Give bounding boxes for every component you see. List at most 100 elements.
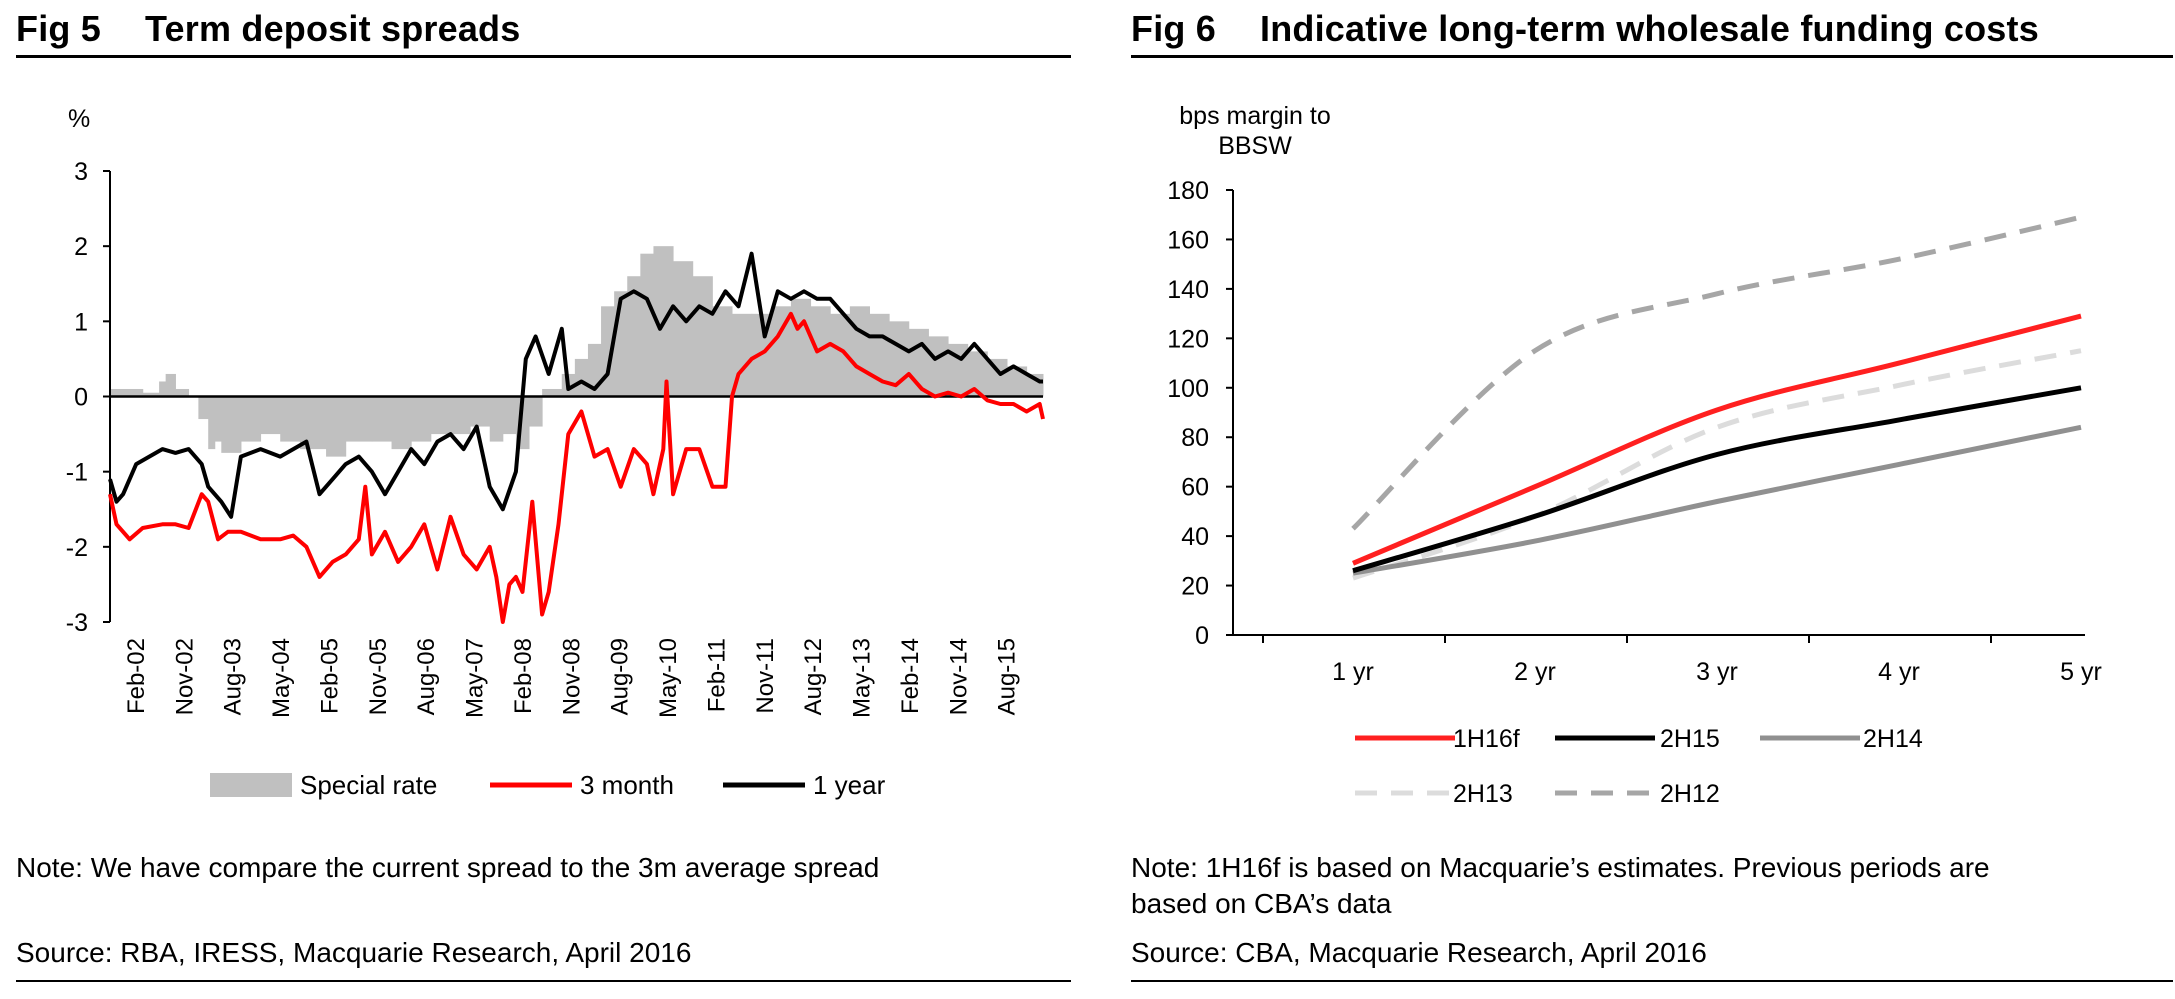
- fig5-special-rate-bar: [1006, 366, 1028, 397]
- fig5-special-rate-bar: [175, 388, 190, 397]
- fig5-series-3-month: [108, 311, 1045, 624]
- fig5-x-tick-label: Feb-02: [123, 638, 150, 714]
- fig6-series-1h16f: [1352, 313, 2082, 566]
- fig5-special-rate-bar: [110, 388, 144, 397]
- fig5-bottom-rule: [16, 980, 1071, 982]
- fig5-x-tick-label: Aug-06: [413, 638, 440, 715]
- fig5-y-tick-label: -2: [66, 534, 88, 562]
- fig5-x-tick-label: Feb-08: [510, 638, 537, 714]
- fig5-special-rate-bar: [299, 396, 314, 450]
- fig5-x-tick-label: May-10: [655, 638, 682, 718]
- fig6-x-tick-label: 4 yr: [1878, 658, 1920, 686]
- fig5-title: Fig 5 Term deposit spreads: [16, 8, 520, 50]
- fig5-panel: Fig 5 Term deposit spreads % 3 2 1 0 -1 -2 -3 Feb…: [0, 0, 1085, 999]
- fig6-y-tick-label: 80: [1181, 424, 1209, 452]
- fig6-title-text: Indicative long-term wholesale funding c…: [1260, 8, 2039, 49]
- fig6-panel: Fig 6 Indicative long-term wholesale fund…: [1115, 0, 2175, 999]
- fig6-y-tick-label: 160: [1167, 226, 1209, 254]
- fig5-note: Note: We have compare the current spread…: [16, 852, 880, 883]
- fig5-x-tick-label: Feb-14: [897, 638, 924, 714]
- fig5-special-rate-bars: [110, 246, 1044, 457]
- fig5-x-tick-label: Nov-02: [171, 638, 198, 715]
- fig5-special-rate-bar: [790, 298, 812, 397]
- fig5-x-tick-label: Nov-11: [752, 638, 779, 714]
- fig5-special-rate-bar: [312, 396, 327, 450]
- fig5-special-rate-bar: [830, 313, 851, 397]
- fig6-series-2h15: [1352, 385, 2082, 574]
- fig5-legend-item-special-rate: Special rate: [210, 770, 437, 800]
- fig6-label: Fig 6: [1131, 8, 1217, 49]
- fig5-y-tick-label: 1: [74, 308, 88, 336]
- fig5-special-rate-bar: [165, 373, 176, 397]
- fig5-special-rate-bar: [345, 396, 373, 442]
- fig5-source: Source: RBA, IRESS, Macquarie Research, …: [16, 937, 692, 968]
- fig6-y-tick-label: 120: [1167, 325, 1209, 353]
- fig5-x-tick-label: Aug-03: [220, 638, 247, 715]
- fig5-x-tick-label: Feb-11: [703, 638, 730, 712]
- fig5-special-rate-bar: [601, 306, 615, 397]
- fig5-legend-label: 3 month: [580, 770, 674, 800]
- fig5-special-rate-bar: [542, 388, 563, 397]
- fig5-x-tick-label: Feb-05: [316, 638, 343, 714]
- fig5-special-rate-bar: [198, 396, 209, 420]
- fig5-special-rate-bar: [967, 351, 988, 397]
- fig5-special-rate-bar: [260, 396, 281, 435]
- fig5-y-tick-label: 2: [74, 233, 88, 261]
- fig6-legend-label: 2H13: [1453, 780, 1513, 808]
- fig6-y-tick-label: 100: [1167, 375, 1209, 403]
- fig6-legend-item-2h15: 2H15: [1555, 725, 1720, 753]
- fig6-note-line1: Note: 1H16f is based on Macquarie’s esti…: [1131, 852, 1990, 883]
- fig6-y-tick-label: 40: [1181, 523, 1209, 551]
- fig6-x-tick-label: 1 yr: [1332, 658, 1374, 686]
- fig5-special-rate-bar: [928, 336, 949, 397]
- fig5-series-1-year: [108, 251, 1043, 519]
- fig6-y-tick-label: 180: [1167, 177, 1209, 205]
- fig6-title: Fig 6 Indicative long-term wholesale fund…: [1131, 8, 2039, 50]
- fig5-special-rate-bar: [411, 396, 432, 442]
- fig5-special-rate-bar: [712, 306, 733, 397]
- fig5-title-rule: [16, 55, 1071, 58]
- fig5-special-rate-bar: [470, 396, 491, 427]
- fig5-special-rate-bar: [240, 396, 262, 442]
- fig6-x-tick-label: 5 yr: [2060, 658, 2102, 686]
- fig6-legend-label: 1H16f: [1453, 725, 1520, 753]
- fig5-label: Fig 5: [16, 8, 102, 49]
- fig5-legend-label: Special rate: [300, 770, 437, 800]
- fig6-legend-label: 2H14: [1863, 725, 1923, 753]
- fig6-legend-item-2h12: 2H12: [1555, 780, 1720, 808]
- fig5-special-rate-bar: [430, 396, 451, 435]
- fig5-special-rate-bar: [771, 306, 792, 397]
- fig6-note-line2: based on CBA’s data: [1131, 888, 1392, 919]
- fig6-bottom-rule: [1131, 980, 2173, 982]
- fig5-special-rate-bar: [574, 358, 589, 397]
- fig5-chart: % 3 2 1 0 -1 -2 -3 Feb-02 Nov-02 Aug-03 May-04 Feb-0…: [66, 105, 1045, 800]
- fig5-x-tick-label: Aug-09: [607, 638, 634, 715]
- fig5-x-tick-label: Aug-12: [800, 638, 827, 715]
- fig5-x-tick-label: Nov-08: [558, 638, 585, 715]
- fig5-y-tick-label: -3: [66, 609, 88, 637]
- fig5-special-rate-bar: [450, 396, 471, 435]
- fig5-special-rate-bar: [502, 396, 517, 435]
- fig5-x-tick-label: Nov-05: [365, 638, 392, 715]
- fig5-special-rate-bar: [640, 253, 654, 397]
- fig5-special-rate-bar: [280, 396, 301, 442]
- fig6-y-tick-label: 0: [1195, 622, 1209, 650]
- fig5-special-rate-bar: [214, 396, 222, 442]
- fig5-legend-item-3-month: 3 month: [490, 770, 674, 800]
- fig5-special-rate-bar: [326, 396, 347, 457]
- fig6-note: Note: 1H16f is based on Macquarie’s esti…: [1131, 850, 1990, 922]
- fig5-x-tick-label: Aug-15: [994, 638, 1021, 715]
- fig5-y-tick-label: 0: [74, 384, 88, 412]
- fig6-x-tick-label: 2 yr: [1514, 658, 1556, 686]
- fig5-special-rate-bar: [987, 358, 1008, 397]
- fig5-special-rate-bar: [159, 381, 167, 397]
- fig5-special-rate-bar: [208, 396, 216, 450]
- fig6-series-2h14: [1352, 424, 2082, 576]
- fig5-special-rate-bar: [529, 396, 543, 427]
- fig6-legend-label: 2H12: [1660, 780, 1720, 808]
- fig6-legend-item-1h16f: 1H16f: [1355, 725, 1520, 753]
- fig5-x-tick-label: Nov-14: [945, 638, 972, 715]
- fig6-series-2h12: [1351, 214, 2082, 531]
- fig6-legend-item-2h13: 2H13: [1355, 780, 1513, 808]
- fig6-y-axis-label-line1: bps margin to: [1179, 102, 1330, 130]
